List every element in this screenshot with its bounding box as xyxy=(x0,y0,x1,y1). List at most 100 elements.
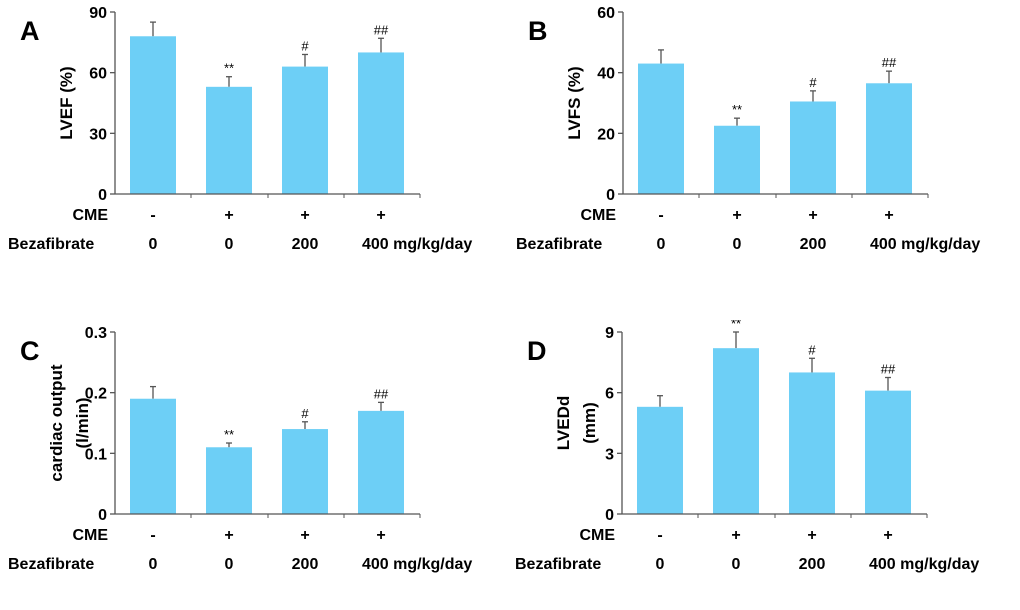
y-tick-label: 60 xyxy=(89,66,107,83)
bezafibrate-dose: 0 xyxy=(657,236,666,253)
bezafibrate-dose: 200 xyxy=(799,556,826,573)
y-tick-label: 0.1 xyxy=(85,446,107,463)
cme-value: + xyxy=(883,527,892,544)
bezafibrate-dose: 0 xyxy=(656,556,665,573)
bezafibrate-dose: 400 mg/kg/day xyxy=(362,236,472,253)
bezafibrate-row-label: Bezafibrate xyxy=(515,556,601,573)
y-tick-label: 30 xyxy=(89,126,107,143)
bezafibrate-dose: 200 xyxy=(292,236,319,253)
cme-value: - xyxy=(657,527,662,544)
cme-value: + xyxy=(224,527,233,544)
significance-marker: ** xyxy=(224,427,234,442)
cme-value: + xyxy=(224,207,233,224)
significance-marker: ** xyxy=(224,61,234,76)
bar xyxy=(790,101,836,194)
y-tick-label: 60 xyxy=(597,5,615,22)
bar xyxy=(130,398,176,514)
panel-d: D LVEDd (mm) ** # ## 0 3 6 9 CME Bezafibrate - + + +0 0 2… xyxy=(507,316,1017,610)
y-tick-label: 0 xyxy=(605,507,614,524)
bezafibrate-dose: 0 xyxy=(225,236,234,253)
bar xyxy=(637,406,683,514)
significance-marker: ## xyxy=(374,22,389,37)
significance-marker: ## xyxy=(881,362,896,377)
panel-letter: B xyxy=(528,16,548,46)
cme-value: - xyxy=(150,527,155,544)
y-tick-label: 0.2 xyxy=(85,386,107,403)
y-tick-label: 40 xyxy=(597,66,615,83)
significance-marker: ## xyxy=(882,55,897,70)
significance-marker: # xyxy=(809,75,817,90)
panel-a: A LVEF (%) ** # ## 0 30 60 90 CME Bezafibrate - + + +0… xyxy=(0,0,510,290)
bezafibrate-dose: 0 xyxy=(149,236,158,253)
y-axis-label: cardiac output xyxy=(47,364,66,481)
cme-value: + xyxy=(731,527,740,544)
panel-letter: A xyxy=(20,16,40,46)
bezafibrate-dose: 400 mg/kg/day xyxy=(362,556,472,573)
bezafibrate-dose: 200 xyxy=(800,236,827,253)
bar xyxy=(206,447,252,514)
bar xyxy=(866,83,912,194)
bar xyxy=(789,372,835,514)
significance-marker: ## xyxy=(374,386,389,401)
cme-value: + xyxy=(376,207,385,224)
y-tick-label: 6 xyxy=(605,386,614,403)
bar xyxy=(638,63,684,194)
cme-row-label: CME xyxy=(580,207,616,224)
cme-row-label: CME xyxy=(72,207,108,224)
cme-value: + xyxy=(808,207,817,224)
y-axis-label: LVFS (%) xyxy=(565,66,584,139)
bezafibrate-dose: 0 xyxy=(225,556,234,573)
bar xyxy=(713,348,759,514)
bezafibrate-dose: 200 xyxy=(292,556,319,573)
cme-value: + xyxy=(300,207,309,224)
y-axis-label: (l/min) xyxy=(73,398,92,449)
significance-marker: ** xyxy=(732,102,742,117)
y-tick-label: 20 xyxy=(597,126,615,143)
bezafibrate-dose: 400 mg/kg/day xyxy=(869,556,979,573)
bar xyxy=(358,52,404,194)
significance-marker: # xyxy=(301,38,309,53)
y-tick-label: 90 xyxy=(89,5,107,22)
y-tick-label: 0 xyxy=(606,187,615,204)
bar xyxy=(865,390,911,514)
cme-row-label: CME xyxy=(579,527,615,544)
panel-letter: C xyxy=(20,336,40,366)
bezafibrate-row-label: Bezafibrate xyxy=(8,236,94,253)
y-tick-label: 0 xyxy=(98,507,107,524)
cme-value: + xyxy=(884,207,893,224)
y-tick-label: 9 xyxy=(605,325,614,342)
bar xyxy=(358,410,404,514)
cme-row-label: CME xyxy=(72,527,108,544)
cme-value: - xyxy=(150,207,155,224)
bezafibrate-row-label: Bezafibrate xyxy=(8,556,94,573)
y-tick-label: 0 xyxy=(98,187,107,204)
cme-value: + xyxy=(807,527,816,544)
significance-marker: # xyxy=(808,342,816,357)
bar xyxy=(206,86,252,194)
cme-value: - xyxy=(658,207,663,224)
y-axis-label: LVEDd xyxy=(554,396,573,450)
panel-b: B LVFS (%) ** # ## 0 20 40 60 CME Bezafibrate - + + +0… xyxy=(508,0,1018,290)
y-tick-label: 3 xyxy=(605,446,614,463)
significance-marker: ** xyxy=(731,320,741,331)
cme-value: + xyxy=(376,527,385,544)
cme-value: + xyxy=(300,527,309,544)
bezafibrate-dose: 0 xyxy=(732,556,741,573)
panel-letter: D xyxy=(527,336,547,366)
bezafibrate-dose: 400 mg/kg/day xyxy=(870,236,980,253)
bar xyxy=(282,66,328,194)
bezafibrate-dose: 0 xyxy=(733,236,742,253)
bar xyxy=(282,429,328,514)
y-axis-label: LVEF (%) xyxy=(57,66,76,139)
bezafibrate-row-label: Bezafibrate xyxy=(516,236,602,253)
bar xyxy=(130,36,176,195)
cme-value: + xyxy=(732,207,741,224)
y-tick-label: 0.3 xyxy=(85,325,107,342)
significance-marker: # xyxy=(301,406,309,421)
bar xyxy=(714,125,760,194)
